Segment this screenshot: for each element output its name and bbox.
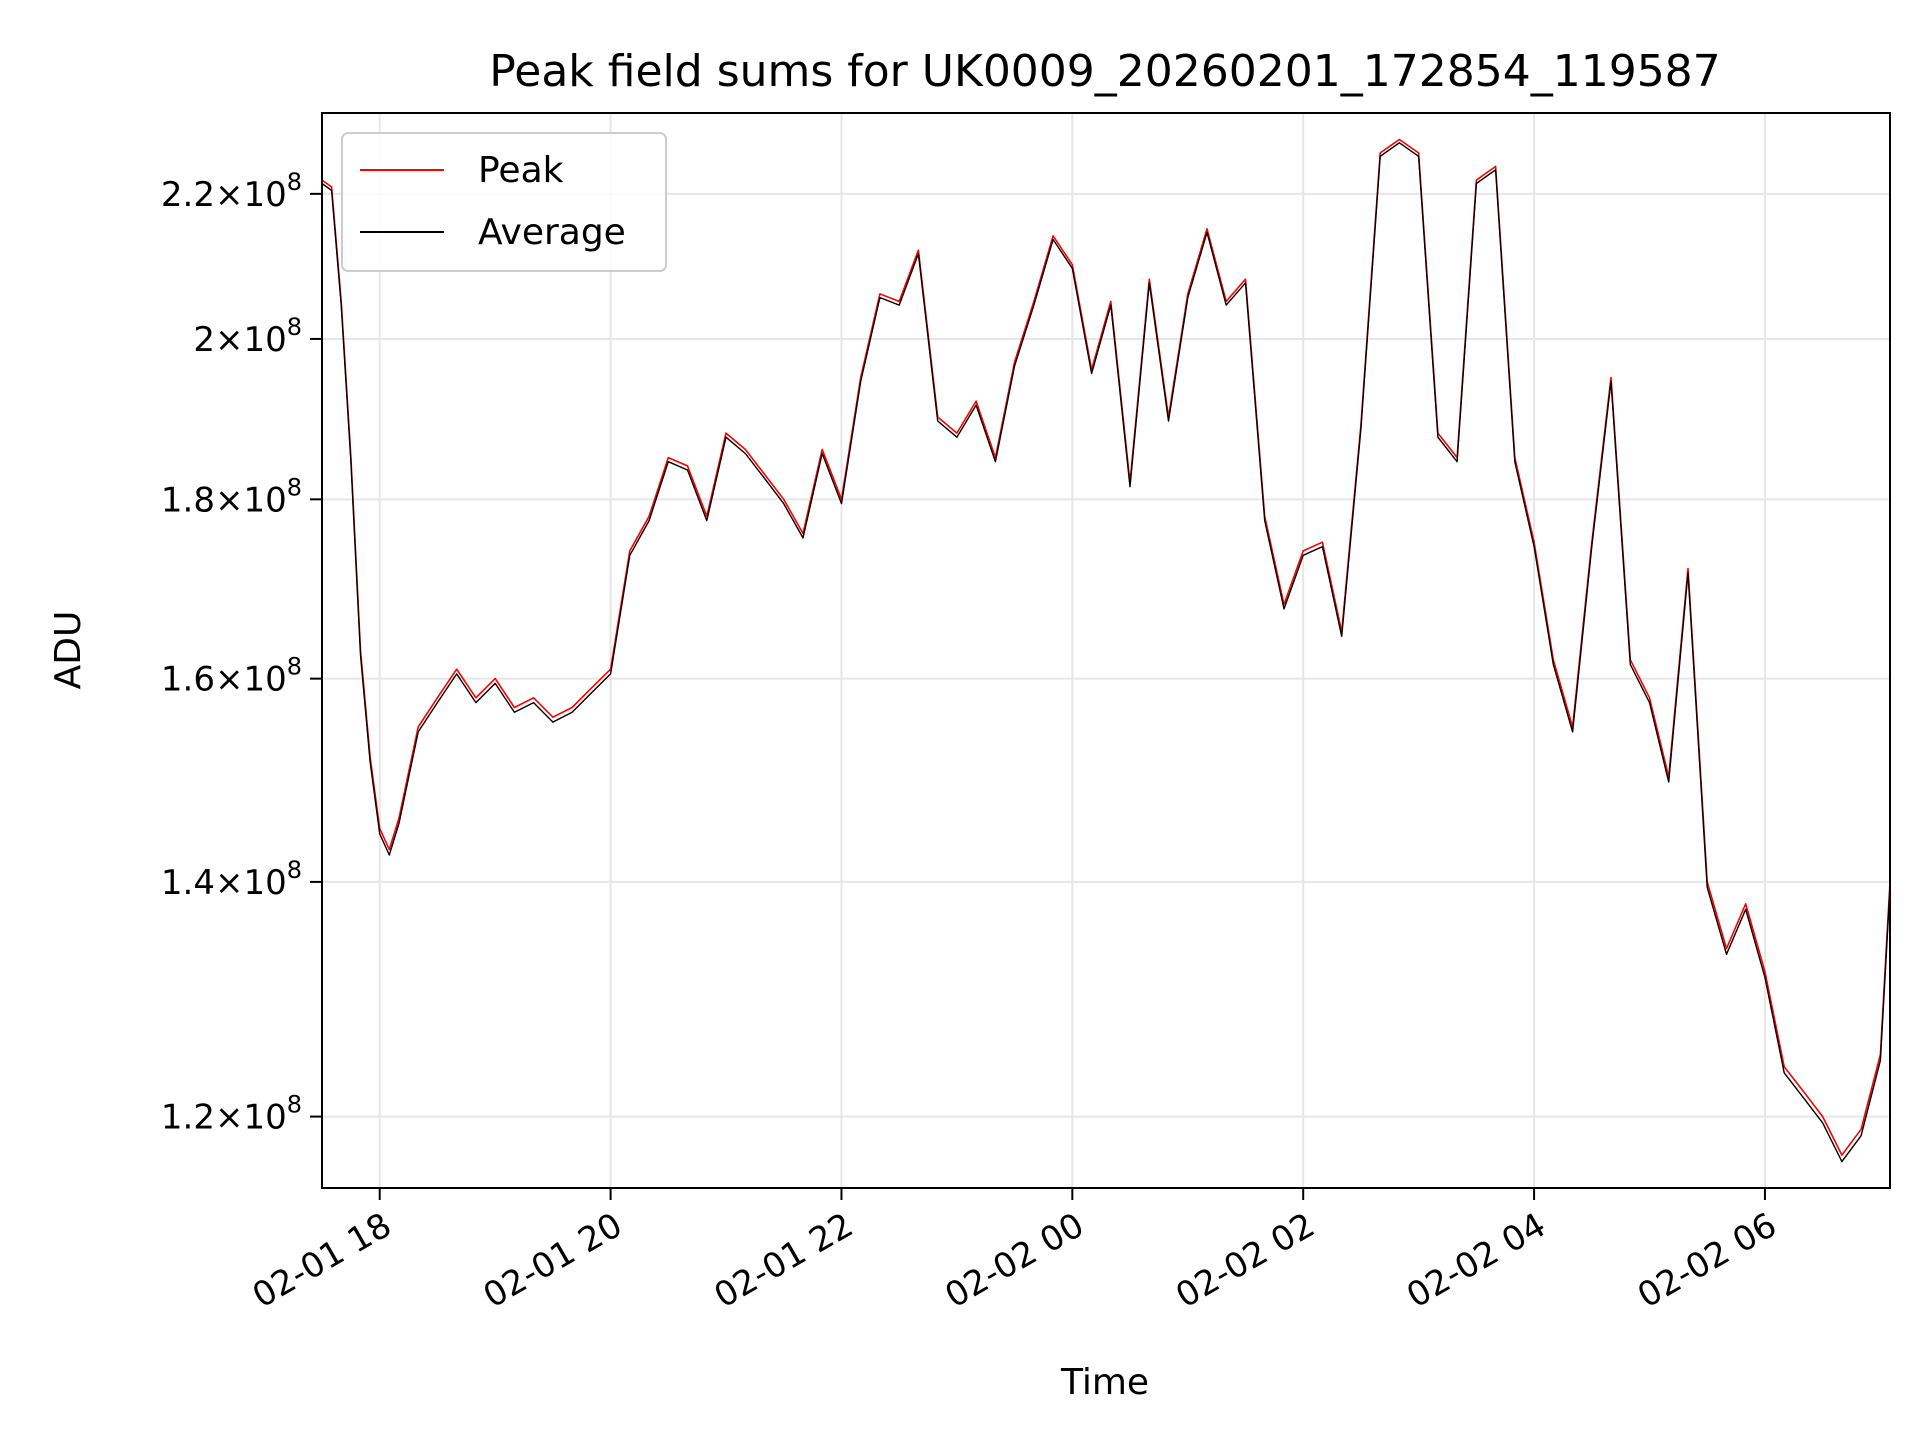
y-tick-base: 10 xyxy=(243,320,286,360)
plot-frame xyxy=(321,112,1891,1189)
grid-lines xyxy=(322,113,1890,1188)
legend-label-peak: Peak xyxy=(478,150,564,191)
y-tick-exponent: 8 xyxy=(287,313,302,341)
y-tick-base: 10 xyxy=(243,480,286,520)
y-tick-label: 1.4×108 xyxy=(161,856,302,903)
x-tick-label: 02-01 18 xyxy=(246,1205,398,1316)
y-tick-exponent: 8 xyxy=(287,473,302,501)
y-tick-label: 1.6×108 xyxy=(161,653,302,700)
chart-title: Peak field sums for UK0009_20260201_1728… xyxy=(489,46,1720,97)
y-tick-label: 2×108 xyxy=(193,313,302,360)
y-tick-exponent: 8 xyxy=(287,168,302,196)
x-tick-label: 02-02 04 xyxy=(1400,1205,1552,1316)
y-axis-label: ADU xyxy=(48,611,89,690)
y-tick-base: 10 xyxy=(243,175,286,215)
y-tick-exponent: 8 xyxy=(287,856,302,884)
y-tick-base: 10 xyxy=(243,1098,286,1138)
legend-box xyxy=(341,132,667,272)
legend-label-average: Average xyxy=(478,212,626,253)
x-tick-label: 02-02 00 xyxy=(938,1205,1090,1316)
y-tick-mantissa: 1.2 xyxy=(161,1098,215,1138)
series-layer xyxy=(321,138,1891,1163)
x-axis-label: Time xyxy=(1060,1362,1149,1403)
y-tick-times: × xyxy=(215,320,244,360)
y-tick-times: × xyxy=(215,1098,244,1138)
y-tick-label: 2.2×108 xyxy=(161,168,302,215)
y-tick-mantissa: 2.2 xyxy=(161,175,215,215)
y-tick-mantissa: 1.4 xyxy=(161,863,215,903)
y-tick-times: × xyxy=(215,863,244,903)
y-tick-exponent: 8 xyxy=(287,653,302,681)
y-tick-base: 10 xyxy=(243,660,286,700)
y-tick-times: × xyxy=(215,660,244,700)
legend: Peak Average xyxy=(341,132,667,272)
y-tick-base: 10 xyxy=(243,863,286,903)
series-line-peak xyxy=(321,138,1891,1156)
y-tick-mantissa: 1.6 xyxy=(161,660,215,700)
x-tick-label: 02-01 22 xyxy=(708,1205,860,1316)
y-tick-mantissa: 1.8 xyxy=(161,480,215,520)
x-tick-label: 02-02 06 xyxy=(1631,1205,1783,1316)
y-tick-exponent: 8 xyxy=(287,1091,302,1119)
y-tick-times: × xyxy=(215,480,244,520)
y-tick-times: × xyxy=(215,175,244,215)
series-line-average xyxy=(321,142,1891,1163)
y-tick-label: 1.8×108 xyxy=(161,473,302,520)
x-tick-label: 02-02 02 xyxy=(1169,1205,1321,1316)
x-axis-ticks: 02-01 18 02-01 20 02-01 22 02-02 00 02-02 02… xyxy=(246,1188,1783,1316)
x-tick-label: 02-01 20 xyxy=(477,1205,629,1316)
y-tick-mantissa: 2 xyxy=(193,320,215,360)
y-tick-label: 1.2×108 xyxy=(161,1091,302,1138)
